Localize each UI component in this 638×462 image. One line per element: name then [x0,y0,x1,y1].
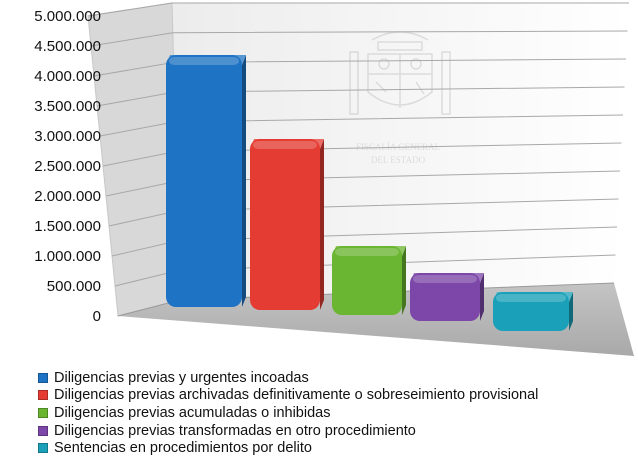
legend-swatch [38,443,48,454]
legend-item: Diligencias previas y urgentes incoadas [38,369,634,387]
bar-highlight [413,275,477,283]
bar-front-face [410,273,480,321]
legend-label: Sentencias en procedimientos por delito [54,440,312,457]
bar-side-face [402,246,406,315]
y-tick-label: 4.000.000 [34,68,101,85]
bar-front-face [332,246,402,315]
legend-label: Diligencias previas y urgentes incoadas [54,369,309,386]
bar-front-face [250,139,320,310]
bar-side-face [569,292,573,331]
legend-swatch [38,372,48,383]
legend-swatch [38,425,48,436]
legend-label: Diligencias previas transformadas en otr… [54,422,416,439]
bar [332,246,406,315]
y-tick-label: 3.500.000 [34,98,101,115]
bar [250,139,324,310]
y-tick-label: 1.500.000 [34,218,101,235]
legend-item: Diligencias previas archivadas definitiv… [38,387,634,405]
bar-front-face [166,55,242,307]
legend-item: Diligencias previas acumuladas o inhibid… [38,404,634,422]
bar [410,273,484,321]
legend-swatch [38,390,48,401]
legend-label: Diligencias previas archivadas definitiv… [54,387,539,404]
legend-swatch [38,407,48,418]
y-tick-label: 1.000.000 [34,248,101,265]
bar-side-face [480,273,484,321]
bar-highlight [335,248,399,256]
chart-legend: Diligencias previas y urgentes incoadas D… [38,369,634,457]
bars [166,55,573,331]
legend-item: Sentencias en procedimientos por delito [38,439,634,457]
bar [166,55,246,307]
bar-highlight [169,57,239,65]
y-tick-label: 0 [93,308,101,325]
coat-of-arms-icon [349,31,451,115]
y-tick-label: 2.000.000 [34,188,101,205]
gridline [90,30,628,47]
y-tick-label: 3.000.000 [34,128,101,145]
bar-highlight [253,141,317,149]
y-tick-label: 4.500.000 [34,38,101,55]
legend-label: Diligencias previas acumuladas o inhibid… [54,404,331,421]
gridline [87,2,629,17]
y-tick-label: 2.500.000 [34,158,101,175]
bar-side-face [320,139,324,310]
bar-side-face [242,55,246,307]
y-tick-label: 5.000.000 [34,8,101,25]
y-tick-label: 500.000 [47,278,101,295]
bar-highlight [496,294,566,302]
y-axis: 0 500.000 1.000.000 1.500.000 2.000.000 2.500… [34,8,101,325]
watermark-line-2: DEL ESTADO [371,155,426,165]
bar [493,292,573,331]
legend-item: Diligencias previas transformadas en otr… [38,422,634,440]
